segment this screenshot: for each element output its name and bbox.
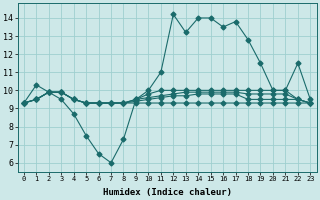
X-axis label: Humidex (Indice chaleur): Humidex (Indice chaleur) bbox=[103, 188, 232, 197]
